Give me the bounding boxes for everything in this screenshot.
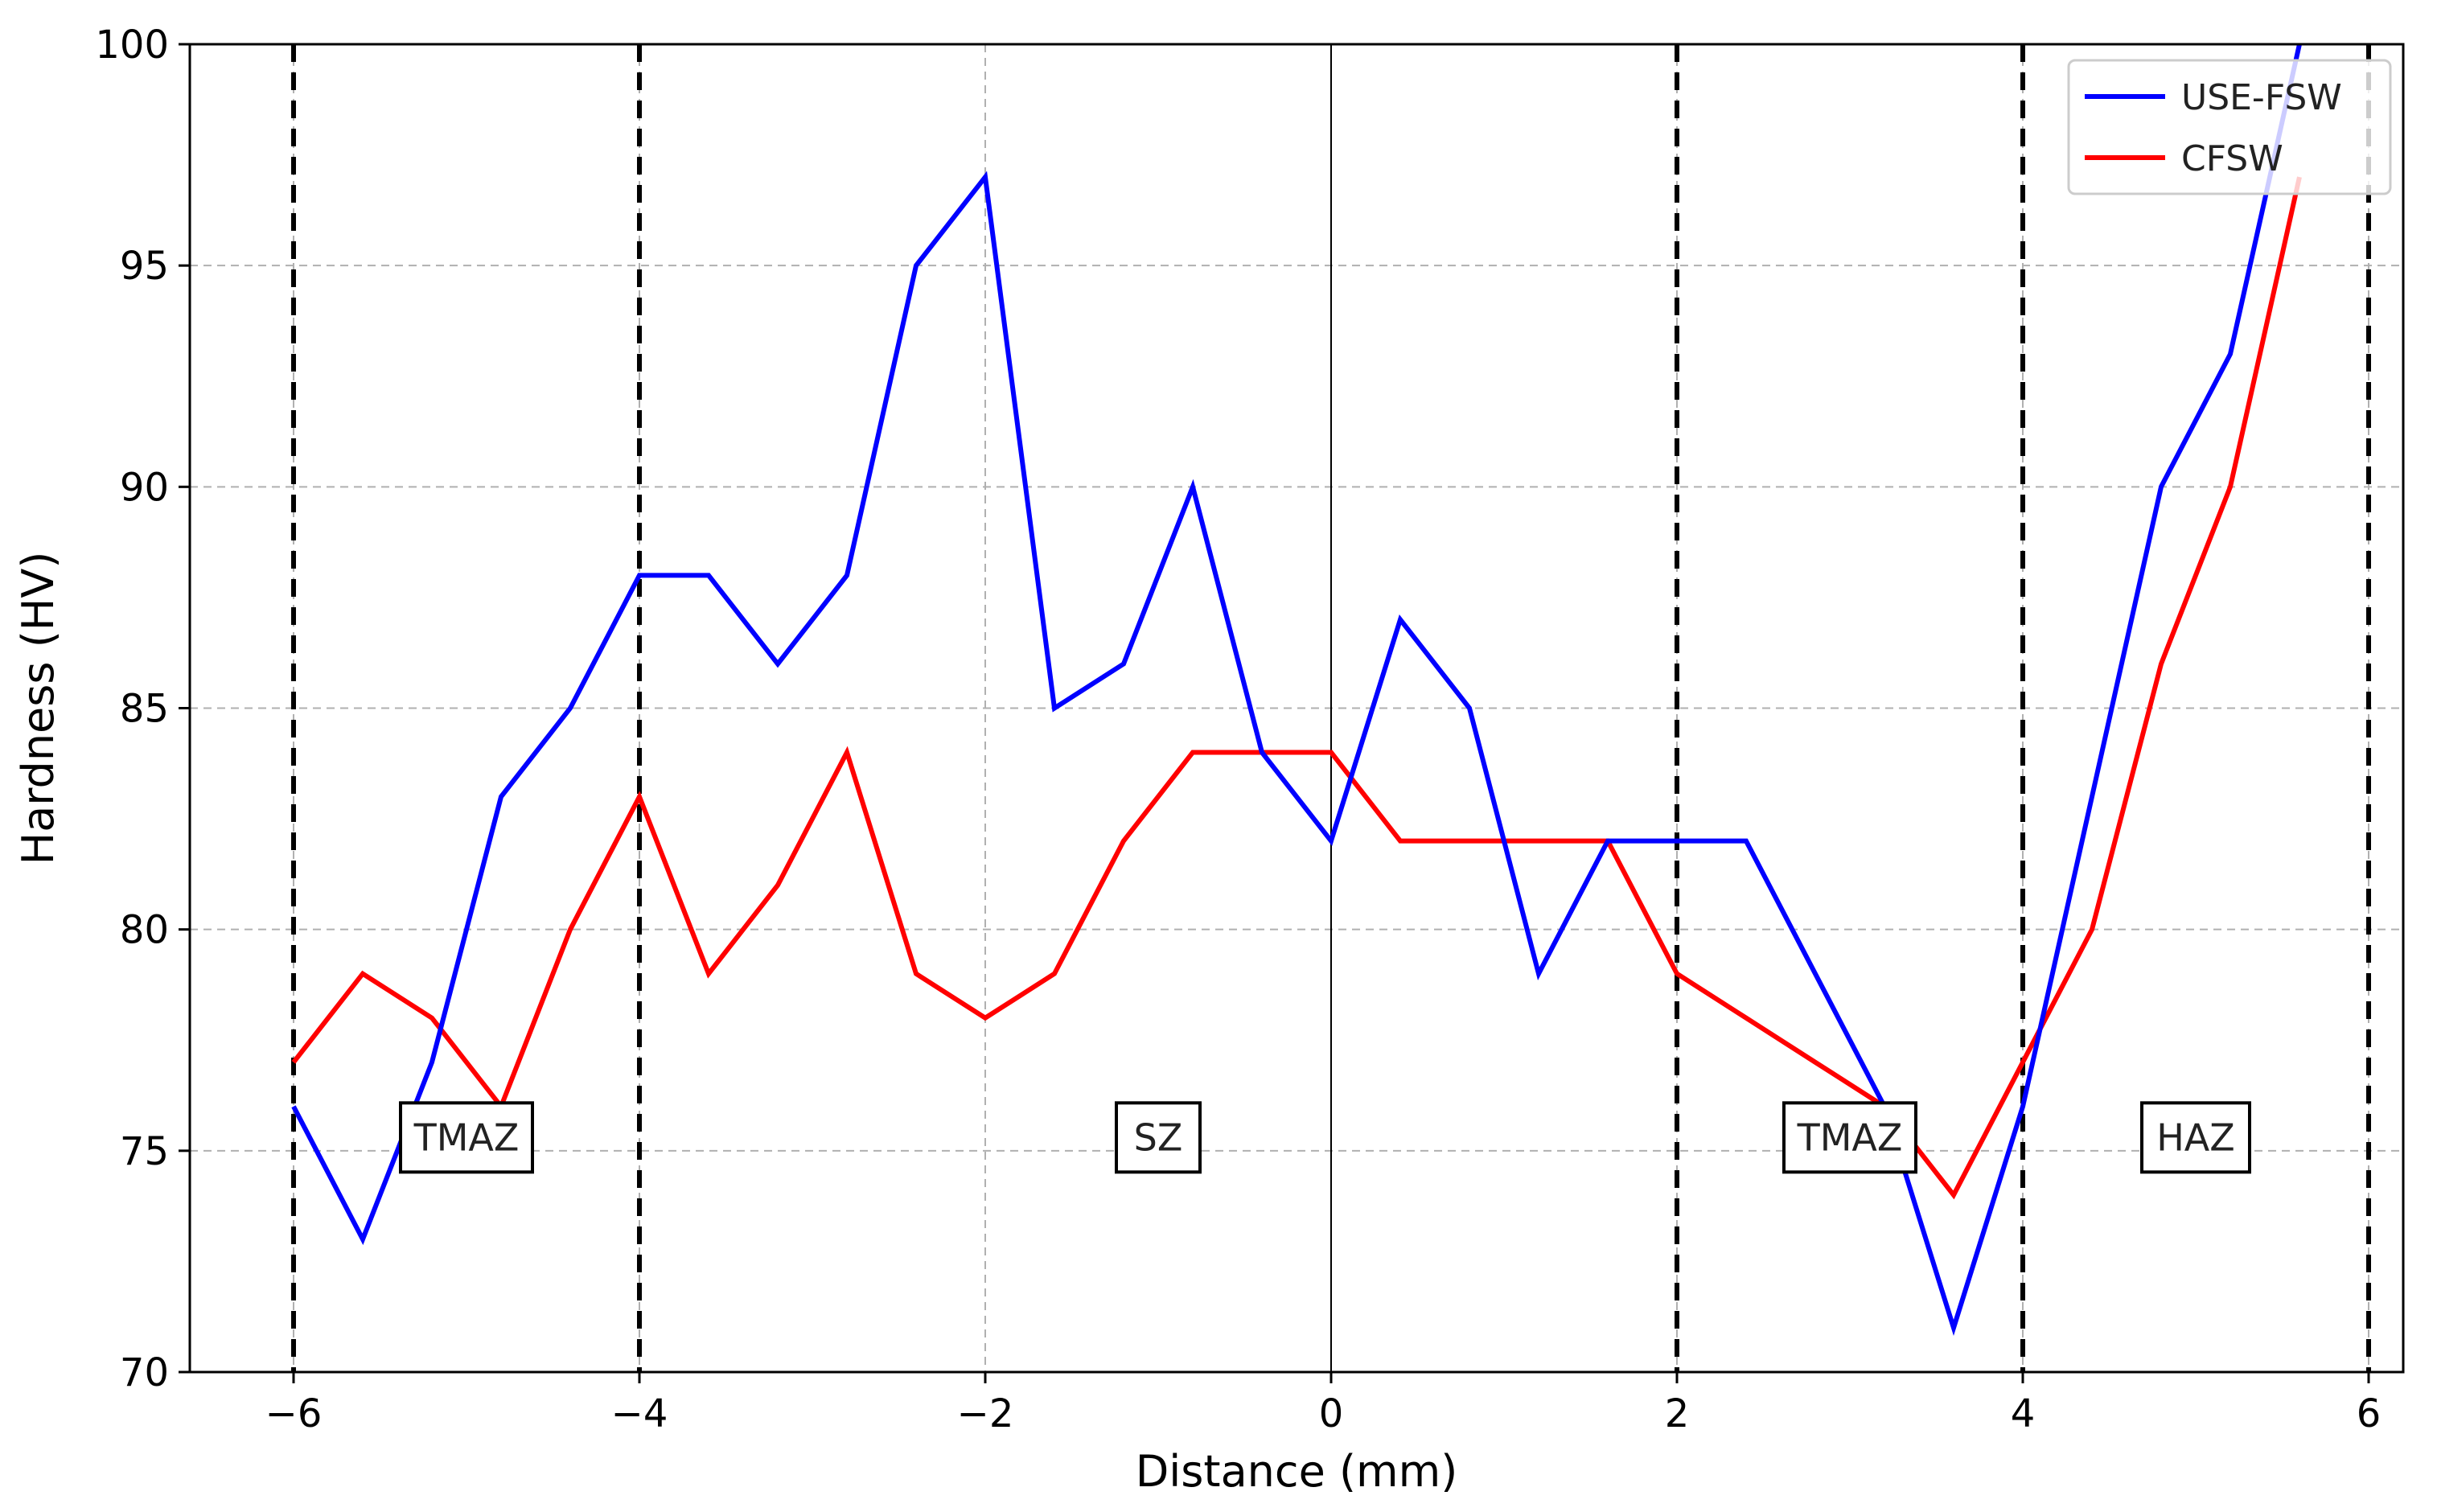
y-tick-label: 95 — [120, 244, 169, 289]
region-label-text: HAZ — [2156, 1116, 2235, 1159]
x-tick-label: 0 — [1319, 1391, 1344, 1436]
legend-entry: CFSW — [2181, 138, 2283, 179]
region-label: TMAZ — [1782, 1101, 1917, 1174]
y-tick-label: 100 — [95, 23, 169, 68]
axis-ticks: −6 −4 −2 0 2 4 6 70 75 80 85 90 95 100 — [95, 23, 2381, 1436]
x-axis-label: Distance (mm) — [1136, 1446, 1458, 1497]
region-labels: TMAZ SZ TMAZ HAZ — [399, 1101, 2251, 1174]
region-label: SZ — [1115, 1101, 1202, 1174]
region-label-box — [1115, 1101, 1202, 1174]
x-tick-label: 6 — [2357, 1391, 2382, 1436]
legend-box — [2067, 59, 2392, 195]
legend-entry: USE-FSW — [2181, 77, 2342, 118]
y-tick-label: 70 — [120, 1350, 169, 1395]
boundary-lines — [291, 44, 2371, 1372]
y-tick-label: 80 — [120, 908, 169, 953]
region-label: TMAZ — [399, 1101, 534, 1174]
y-tick-label: 75 — [120, 1129, 169, 1174]
x-tick-label: −6 — [265, 1391, 323, 1436]
x-tick-label: −4 — [611, 1391, 668, 1436]
y-axis-label: Hardness (HV) — [13, 552, 64, 865]
legend: USE-FSW CFSW — [2067, 59, 2392, 195]
region-label-box — [2140, 1101, 2251, 1174]
region-label-text: TMAZ — [413, 1116, 520, 1159]
series-line-cfsw — [291, 176, 2302, 1200]
x-tick-label: −2 — [957, 1391, 1014, 1436]
y-tick-label: 90 — [120, 465, 169, 510]
x-tick-label: 2 — [1665, 1391, 1690, 1436]
region-label-box — [1782, 1101, 1917, 1174]
region-label-text: TMAZ — [1797, 1116, 1903, 1159]
region-label: HAZ — [2140, 1101, 2251, 1174]
x-tick-label: 4 — [2011, 1391, 2036, 1436]
series-line-use-fsw — [291, 43, 2302, 1337]
region-label-box — [399, 1101, 534, 1174]
series-lines — [291, 43, 2302, 1337]
y-tick-label: 85 — [120, 687, 169, 732]
region-label-text: SZ — [1134, 1116, 1183, 1159]
